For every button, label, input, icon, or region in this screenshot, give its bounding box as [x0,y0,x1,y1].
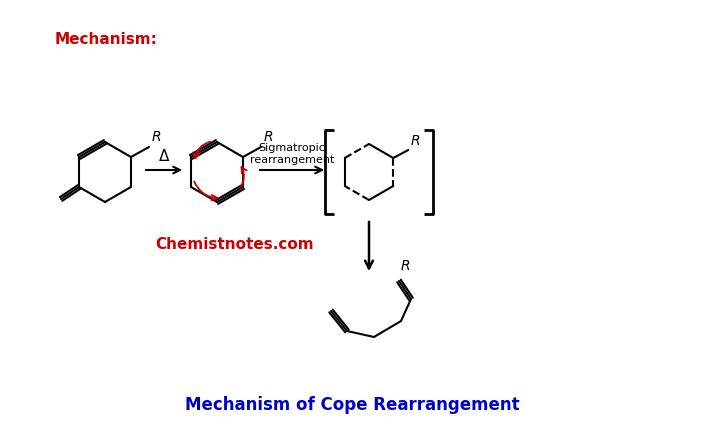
Text: Δ: Δ [159,149,169,164]
Text: R: R [410,134,420,148]
Text: R: R [264,130,274,144]
Text: Chemistnotes.com: Chemistnotes.com [155,237,314,252]
Text: Mechanism of Cope Rearrangement: Mechanism of Cope Rearrangement [185,396,520,414]
Text: R: R [401,259,410,273]
Text: Sigmatropic
rearrangement: Sigmatropic rearrangement [250,143,334,165]
Text: Mechanism:: Mechanism: [55,32,158,47]
Text: R: R [152,130,161,144]
